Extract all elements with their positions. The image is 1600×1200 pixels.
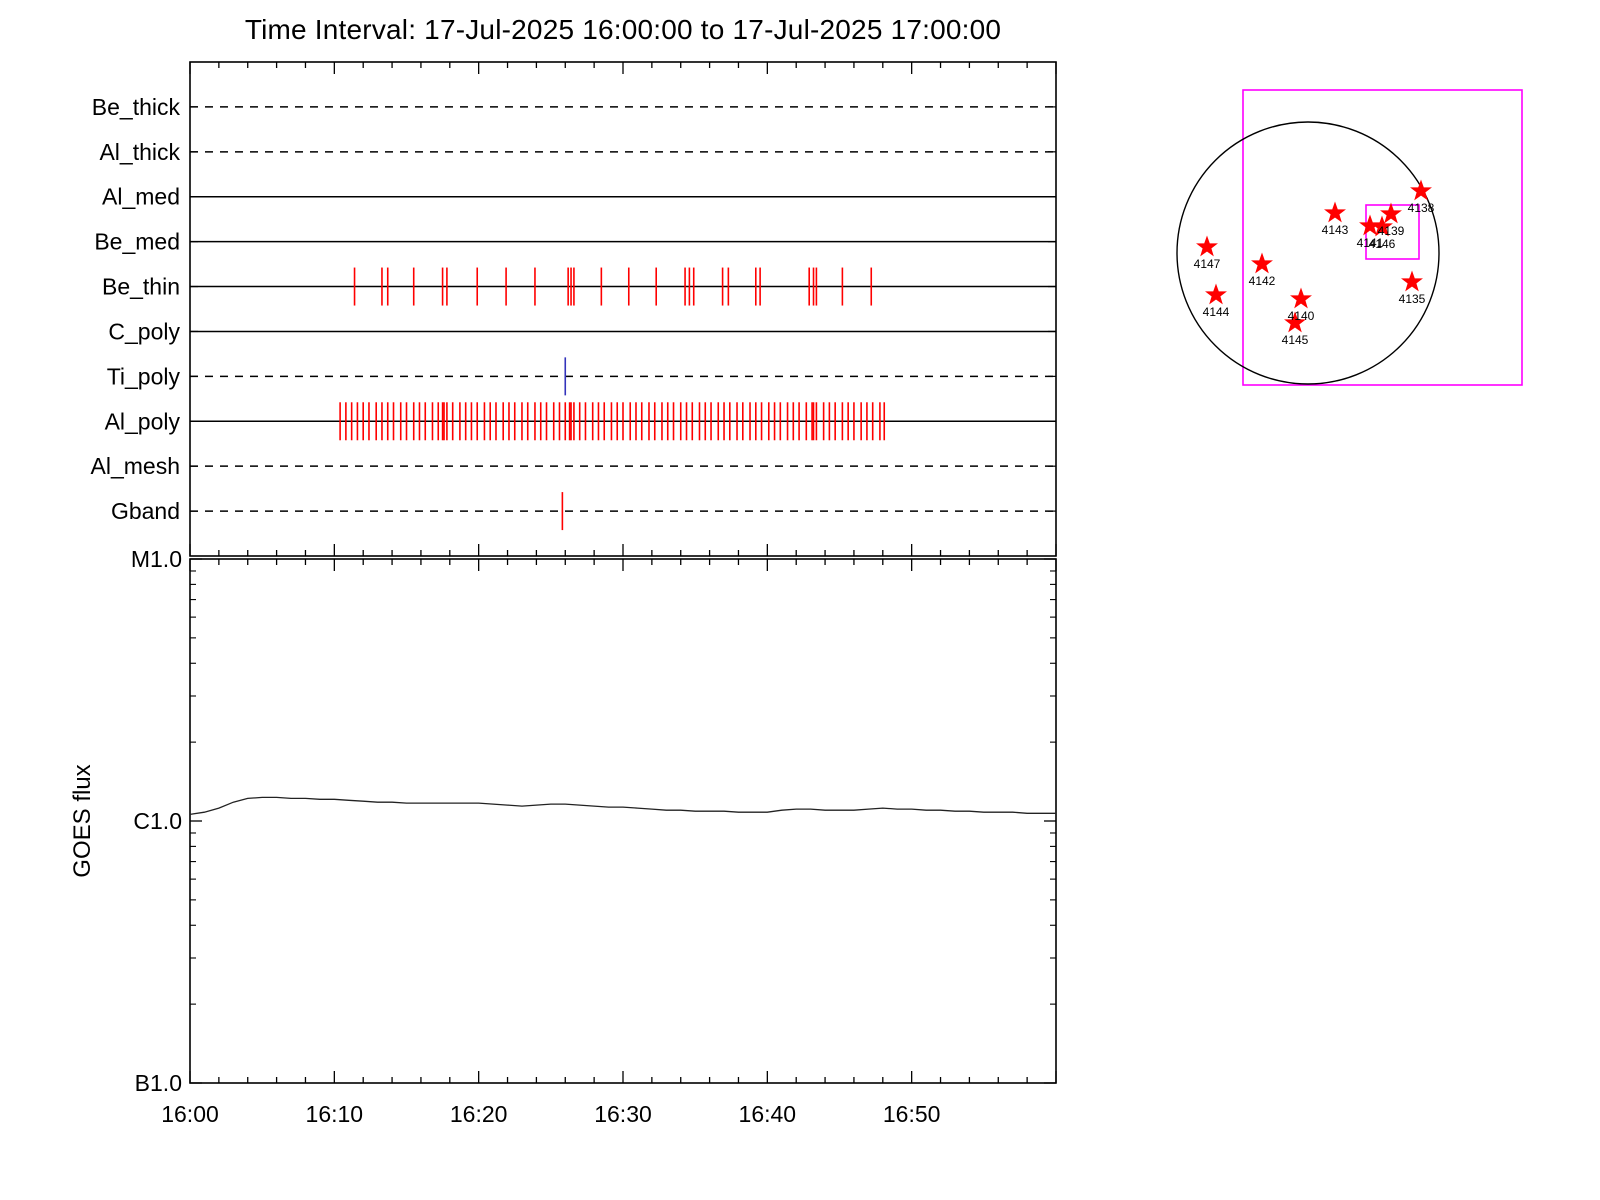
active-region-star-4142 — [1251, 252, 1273, 274]
active-region-star-4141 — [1359, 214, 1381, 236]
goes-xtick-label: 16:30 — [594, 1101, 652, 1127]
channel-label-Ti_poly: Ti_poly — [107, 363, 181, 389]
channel-label-Be_thin: Be_thin — [102, 274, 180, 300]
goes-axis-title: GOES flux — [69, 764, 96, 877]
goes-ytick-label: M1.0 — [131, 546, 182, 572]
channel-label-Al_mesh: Al_mesh — [91, 453, 180, 479]
active-region-star-4146 — [1371, 215, 1393, 237]
chart-title: Time Interval: 17-Jul-2025 16:00:00 to 1… — [244, 14, 1002, 45]
goes-flux-line — [189, 796, 1056, 816]
active-region-star-4135 — [1401, 270, 1423, 292]
active-region-label-4145: 4145 — [1282, 333, 1309, 347]
channel-label-Gband: Gband — [111, 498, 180, 524]
channel-label-Be_med: Be_med — [94, 229, 180, 255]
active-region-star-4145 — [1284, 311, 1306, 333]
timeline-panel-frame — [189, 61, 1057, 557]
channel-label-C_poly: C_poly — [108, 318, 180, 344]
active-region-label-4143: 4143 — [1322, 223, 1349, 237]
active-region-label-4140: 4140 — [1288, 309, 1315, 323]
active-region-label-4139: 4139 — [1378, 224, 1405, 238]
active-region-star-4143 — [1324, 201, 1346, 223]
active-region-label-4141: 4141 — [1357, 236, 1384, 250]
goes-ytick-label: C1.0 — [133, 808, 182, 834]
goes-panel-frame — [189, 558, 1057, 1084]
active-region-star-4144 — [1205, 283, 1227, 305]
goes-xtick-label: 16:00 — [161, 1101, 219, 1127]
active-region-label-4142: 4142 — [1249, 274, 1276, 288]
active-region-label-4138: 4138 — [1408, 201, 1435, 215]
channel-label-Al_thick: Al_thick — [99, 139, 180, 165]
goes-xtick-label: 16:50 — [883, 1101, 941, 1127]
goes-xtick-label: 16:10 — [306, 1101, 364, 1127]
active-region-star-4138 — [1410, 179, 1432, 201]
channel-label-Be_thick: Be_thick — [92, 94, 181, 120]
active-region-star-4147 — [1196, 235, 1218, 257]
active-region-label-4135: 4135 — [1399, 292, 1426, 306]
active-region-star-4139 — [1380, 202, 1402, 224]
channel-label-Al_med: Al_med — [102, 184, 180, 210]
goes-xtick-label: 16:40 — [739, 1101, 797, 1127]
goes-xtick-label: 16:20 — [450, 1101, 508, 1127]
active-region-label-4144: 4144 — [1203, 305, 1230, 319]
active-region-label-4146: 4146 — [1369, 237, 1396, 251]
active-region-star-4140 — [1290, 287, 1312, 309]
solar-limb — [1176, 121, 1440, 385]
fov-box-0 — [1242, 89, 1523, 386]
goes-ytick-label: B1.0 — [135, 1070, 182, 1096]
channel-label-Al_poly: Al_poly — [105, 408, 181, 434]
active-region-label-4147: 4147 — [1194, 257, 1221, 271]
